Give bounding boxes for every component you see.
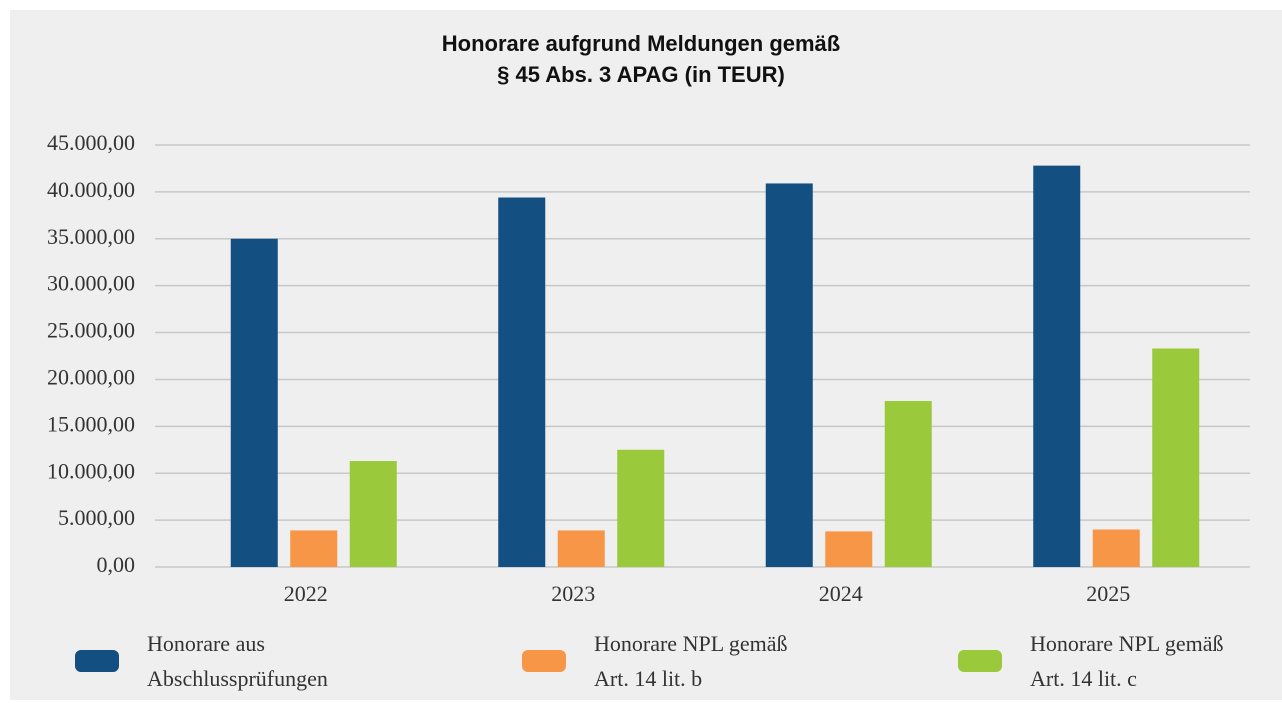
x-tick-label: 2024 [819, 581, 863, 606]
bar [884, 401, 932, 567]
bar [230, 238, 278, 567]
chart-title: § 45 Abs. 3 APAG (in TEUR) [497, 62, 785, 87]
bar [765, 183, 813, 567]
y-tick-label: 20.000,00 [47, 364, 135, 389]
y-tick-label: 10.000,00 [47, 458, 135, 483]
legend-item: Honorare NPL gemäß Art. 14 lit. c [958, 626, 1255, 696]
legend-label: Honorare NPL gemäß Art. 14 lit. b [594, 631, 788, 691]
chart-title: Honorare aufgrund Meldungen gemäß [442, 31, 840, 56]
bar [557, 530, 605, 567]
bar [498, 197, 546, 567]
y-tick-label: 15.000,00 [47, 411, 135, 436]
y-tick-label: 5.000,00 [58, 505, 135, 530]
y-tick-label: 35.000,00 [47, 224, 135, 249]
y-tick-label: 45.000,00 [47, 130, 135, 155]
y-tick-label: 25.000,00 [47, 318, 135, 343]
legend-swatch [75, 650, 119, 672]
y-tick-label: 30.000,00 [47, 271, 135, 296]
x-tick-label: 2022 [284, 581, 328, 606]
legend-label: Honorare NPL gemäß Art. 14 lit. c [1030, 631, 1224, 691]
legend-label: Honorare aus Abschlussprüfungen [147, 631, 328, 691]
legend-swatch [958, 650, 1002, 672]
legend-swatch [522, 650, 566, 672]
legend-item: Honorare NPL gemäß Art. 14 lit. b [522, 626, 819, 696]
legend-item: Honorare aus Abschlussprüfungen [75, 626, 372, 696]
bar [617, 449, 665, 567]
bar [290, 530, 338, 567]
x-tick-label: 2023 [551, 581, 595, 606]
y-tick-label: 0,00 [97, 552, 136, 577]
bar [1152, 348, 1200, 567]
bar [825, 531, 873, 567]
bar [1033, 165, 1081, 567]
y-tick-label: 40.000,00 [47, 177, 135, 202]
bar [1092, 529, 1140, 567]
bar [349, 461, 397, 567]
x-tick-label: 2025 [1086, 581, 1130, 606]
